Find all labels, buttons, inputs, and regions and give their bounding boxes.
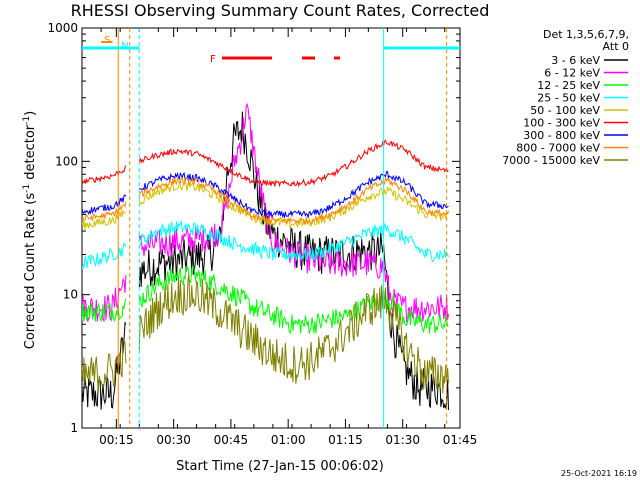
x-tick-label: 01:15 xyxy=(328,433,363,447)
flag-label: S xyxy=(104,35,110,46)
timestamp: 25-Oct-2021 16:19 xyxy=(561,469,637,478)
legend-label: 50 - 100 keV xyxy=(530,104,600,117)
x-tick-label: 00:15 xyxy=(99,433,134,447)
legend-label: 12 - 25 keV xyxy=(537,79,600,92)
series-line xyxy=(139,104,448,322)
legend-label: 7000 - 15000 keV xyxy=(502,154,600,167)
series-line xyxy=(82,243,126,268)
series-line xyxy=(82,166,126,185)
y-tick-label: 10 xyxy=(63,288,78,302)
y-axis-label: Corrected Count Rate (s-1 detector-1) xyxy=(22,111,38,349)
y-tick-label: 100 xyxy=(55,154,78,168)
legend-label: 800 - 7000 keV xyxy=(516,142,600,155)
x-tick-label: 00:30 xyxy=(156,433,191,447)
legend-label: 3 - 6 keV xyxy=(551,54,600,67)
series-line xyxy=(82,195,126,214)
y-tick-label: 1000 xyxy=(47,21,78,35)
x-tick-label: 00:45 xyxy=(214,433,249,447)
legend-label: 6 - 12 keV xyxy=(544,67,600,80)
count-rate-chart: RHESSI Observing Summary Count Rates, Co… xyxy=(0,0,640,480)
x-tick-label: 01:45 xyxy=(443,433,478,447)
x-axis-label: Start Time (27-Jan-15 00:06:02) xyxy=(176,459,384,474)
legend-header-2: Att 0 xyxy=(603,40,629,53)
series-line xyxy=(139,222,448,262)
chart-title: RHESSI Observing Summary Count Rates, Co… xyxy=(71,1,490,20)
flare-label: F xyxy=(210,54,216,65)
legend-label: 25 - 50 keV xyxy=(537,92,600,105)
x-tick-label: 01:00 xyxy=(271,433,306,447)
legend-label: 300 - 800 keV xyxy=(523,129,600,142)
x-tick-label: 01:30 xyxy=(385,433,420,447)
legend-label: 100 - 300 keV xyxy=(523,117,600,130)
y-tick-label: 1 xyxy=(70,421,78,435)
series-line xyxy=(139,275,448,394)
